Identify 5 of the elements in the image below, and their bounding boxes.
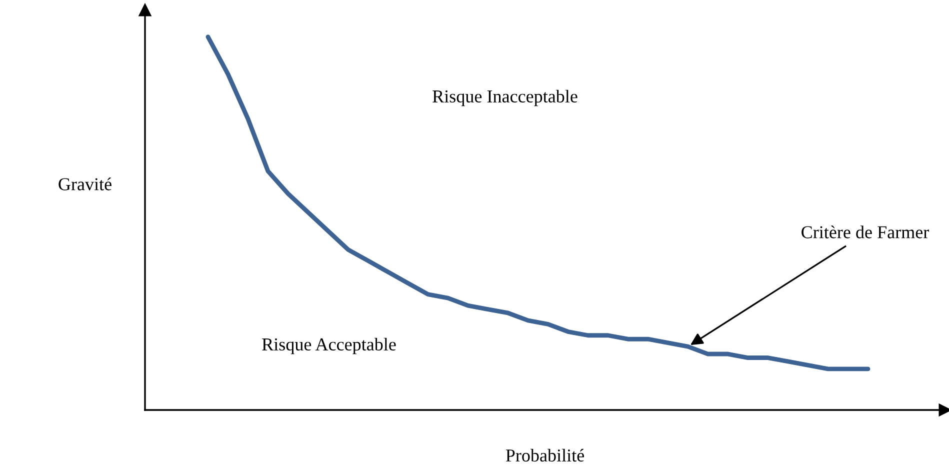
annotation: Risque Inacceptable [432, 90, 578, 106]
annotation: Risque Acceptable [262, 338, 396, 354]
x-axis-title: Probabilité [506, 448, 584, 462]
annotation: Critère de Farmer [802, 226, 930, 238]
y-axis-title: Gravité [58, 178, 112, 190]
